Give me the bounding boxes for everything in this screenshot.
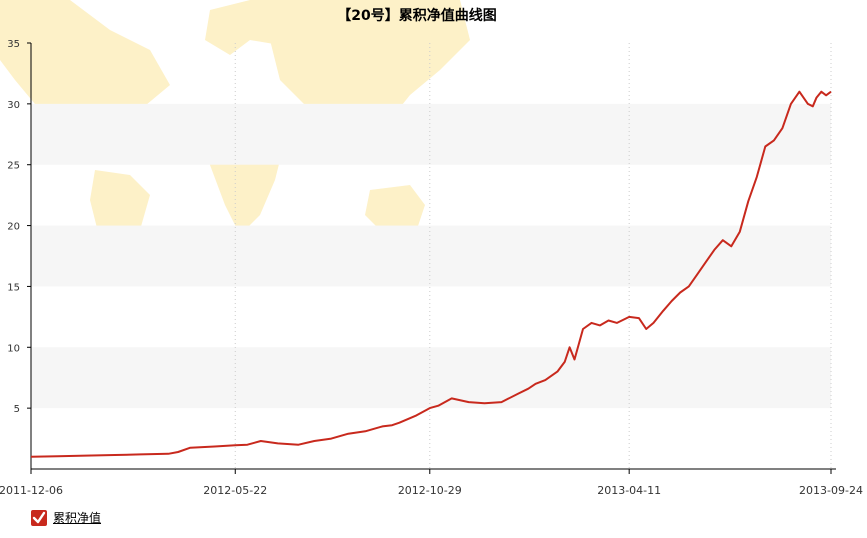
y-tick-label: 20 [7,222,20,233]
y-axis-ticks: 5 10 15 20 25 30 35 [7,39,31,415]
band [31,103,831,165]
legend: 累积净值 [31,509,101,526]
net-value-series-line [30,90,832,458]
check-icon [32,511,46,523]
chart-title: 【20号】累积净值曲线图 [337,7,496,24]
background-bands [31,103,831,409]
x-tick-label: 2012-10-29 [398,484,462,497]
plot-area: 5 10 15 20 25 30 35 2011-12-06 2012-05-22 2012-1… [0,39,863,497]
y-tick-label: 25 [7,161,20,172]
y-tick-label: 35 [7,39,20,50]
y-tick-label: 30 [7,100,20,111]
y-tick-label: 5 [14,404,20,415]
y-tick-label: 10 [7,343,20,354]
x-axis-ticks: 2011-12-06 2012-05-22 2012-10-29 2013-04-11… [0,469,863,497]
x-tick-label: 2013-09-24 [799,484,863,497]
x-tick-label: 2011-12-06 [0,484,63,497]
legend-label[interactable]: 累积净值 [53,511,102,525]
y-tick-label: 15 [7,282,20,293]
band [31,347,831,409]
x-tick-label: 2012-05-22 [203,484,267,497]
legend-checkbox[interactable] [31,509,47,526]
x-tick-label: 2013-04-11 [597,484,661,497]
band [31,225,831,287]
